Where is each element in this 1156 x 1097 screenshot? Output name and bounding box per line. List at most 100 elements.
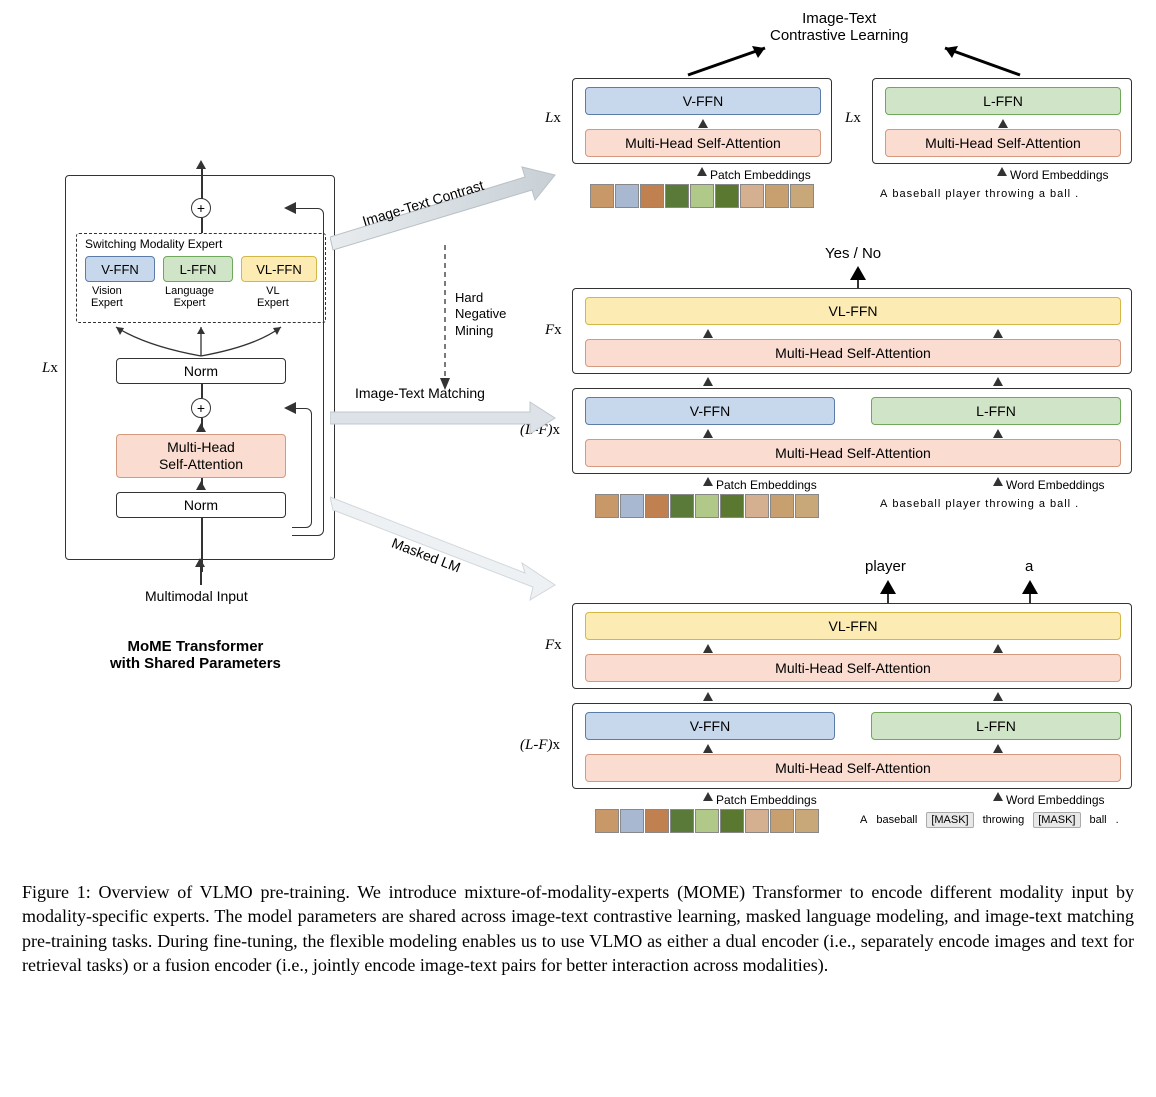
token: player [945, 498, 981, 510]
arrow-icon [703, 692, 713, 701]
token: A [880, 498, 888, 510]
matching-top-block: VL-FFN Multi-Head Self-Attention [572, 288, 1132, 374]
lffn-box: L-FFN [871, 712, 1121, 740]
image-patch [745, 809, 769, 833]
arrow-icon [993, 644, 1003, 653]
contrastive-label: Image-Text Contrastive Learning [770, 10, 908, 44]
token: baseball [892, 498, 941, 510]
image-patch [615, 184, 639, 208]
figure-caption: Figure 1: Overview of VLMO pre-training.… [22, 880, 1134, 977]
add-icon: + [191, 198, 211, 218]
patch-emb-label: Patch Embeddings [710, 168, 811, 182]
arrow-icon [703, 792, 713, 801]
image-patch [640, 184, 664, 208]
LF-label: (L-F)x [520, 737, 560, 754]
mhsa-box: Multi-Head Self-Attention [585, 439, 1121, 467]
contrast-vision-block: V-FFN Multi-Head Self-Attention [572, 78, 832, 164]
image-patch [795, 494, 819, 518]
vffn-box: V-FFN [585, 712, 835, 740]
switching-expert-box: Switching Modality Expert V-FFN L-FFN VL… [76, 233, 326, 323]
figure-container: Image-Text Contrastive Learning V-FFN Mu… [10, 10, 1146, 1087]
mlm-top-block: VL-FFN Multi-Head Self-Attention [572, 603, 1132, 689]
token: . [1075, 188, 1079, 200]
lffn-box: L-FFN [163, 256, 233, 282]
arrow-icon [703, 644, 713, 653]
arrow-icon [993, 477, 1003, 486]
image-patch [690, 184, 714, 208]
mlm-bottom-block: V-FFN L-FFN Multi-Head Self-Attention [572, 703, 1132, 789]
word-emb-label: Word Embeddings [1006, 793, 1105, 807]
token: a [1039, 188, 1046, 200]
arrow-icon [703, 429, 713, 438]
F-label: Fx [545, 637, 562, 654]
arrow-icon [703, 377, 713, 386]
token: player [945, 188, 981, 200]
image-patch [665, 184, 689, 208]
mhsa-box: Multi-Head Self-Attention [585, 654, 1121, 682]
image-patch [715, 184, 739, 208]
image-patch [765, 184, 789, 208]
vline [201, 384, 203, 398]
word-emb-label: Word Embeddings [1010, 168, 1109, 182]
image-patch [720, 494, 744, 518]
patch-row [595, 809, 819, 833]
L-label: Lx [42, 360, 58, 377]
hard-neg-arrow [435, 245, 455, 395]
arrow-icon [997, 167, 1007, 176]
patch-row [595, 494, 819, 518]
mhsa-box: Multi-Head Self-Attention [585, 754, 1121, 782]
matching-bottom-block: V-FFN L-FFN Multi-Head Self-Attention [572, 388, 1132, 474]
token: A [880, 188, 888, 200]
mhsa-box: Multi-Head Self-Attention [885, 129, 1121, 157]
image-patch [595, 809, 619, 833]
arrow-icon [697, 167, 707, 176]
add-icon: + [191, 398, 211, 418]
token: throwing [985, 188, 1035, 200]
patch-emb-label: Patch Embeddings [716, 793, 817, 807]
switching-label: Switching Modality Expert [85, 237, 222, 251]
token: [MASK] [926, 812, 973, 828]
lffn-box: L-FFN [871, 397, 1121, 425]
image-patch [590, 184, 614, 208]
arrow-icon [703, 329, 713, 338]
routing-arrows [76, 321, 326, 361]
arrow-icon [993, 377, 1003, 386]
image-patch [595, 494, 619, 518]
image-patch [720, 809, 744, 833]
image-patch [670, 494, 694, 518]
vffn-box: V-FFN [585, 397, 835, 425]
arrow-icon [993, 692, 1003, 701]
token: . [1116, 814, 1119, 826]
image-patch [695, 809, 719, 833]
token: A [860, 814, 867, 826]
arrow-to-contrastive-left [680, 40, 790, 80]
image-patch [620, 809, 644, 833]
arrow-to-contrastive-right [920, 40, 1030, 80]
arrow-icon [880, 580, 896, 594]
token: throwing [985, 498, 1035, 510]
norm-box: Norm [116, 358, 286, 384]
image-patch [770, 809, 794, 833]
arrow-icon [698, 119, 708, 128]
hard-neg-label: Hard Negative Mining [455, 290, 506, 339]
token: [MASK] [1033, 812, 1080, 828]
arrow-icon [703, 744, 713, 753]
image-patch [645, 494, 669, 518]
player-label: player [865, 558, 906, 575]
sentence: Abaseballplayerthrowingaball. [880, 188, 1083, 200]
vl-expert-label: VL Expert [257, 285, 289, 309]
a-label: a [1025, 558, 1033, 575]
L-label: Lx [545, 110, 561, 127]
image-patch [770, 494, 794, 518]
arrow-icon [196, 481, 206, 490]
matching-arrow-label: Image-Text Matching [355, 385, 485, 401]
token: . [1075, 498, 1079, 510]
token: ball [1050, 498, 1071, 510]
mome-title: MoME Transformer with Shared Parameters [110, 638, 281, 672]
residual-inner [292, 408, 312, 528]
mlm-sentence: Abaseball[MASK]throwing[MASK]ball. [860, 812, 1123, 828]
F-label: Fx [545, 322, 562, 339]
vlffn-box: VL-FFN [585, 297, 1121, 325]
patch-row [590, 184, 814, 208]
yes-no-label: Yes / No [825, 245, 881, 262]
